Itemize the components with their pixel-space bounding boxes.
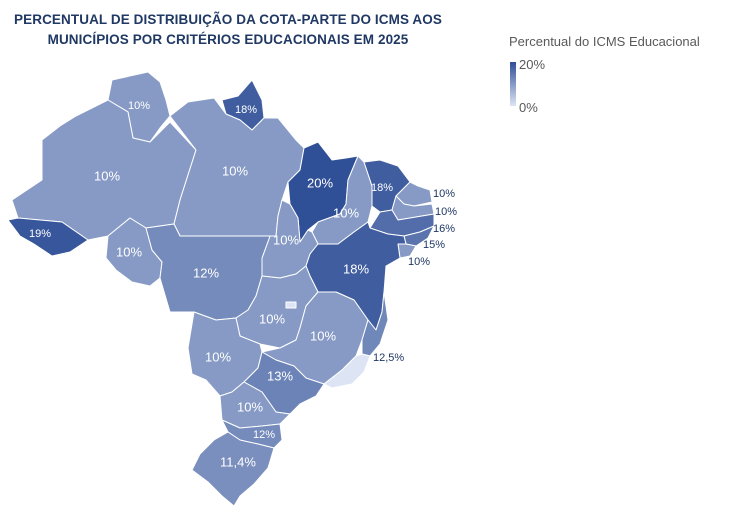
state-label-SC: 12% [253,429,275,441]
state-label-PI: 10% [333,205,359,220]
legend-min-label: 0% [519,100,538,115]
state-label-AM: 10% [94,168,120,183]
state-label-ES: 12,5% [373,352,404,364]
state-label-MS: 10% [205,349,231,364]
state-DF[interactable] [285,301,297,309]
state-label-PA: 10% [222,163,248,178]
state-label-PR: 10% [237,399,263,414]
state-label-AP: 18% [235,104,257,116]
state-label-RS: 11,4% [220,454,256,469]
legend-color-scale [510,62,516,106]
state-ES[interactable] [361,291,389,357]
state-label-RO: 10% [116,244,142,259]
state-label-AL: 15% [423,239,445,251]
state-AC[interactable] [7,217,89,257]
chart-title: PERCENTUAL DE DISTRIBUIÇÃO DA COTA-PARTE… [0,10,456,50]
state-label-TO: 10% [273,232,299,247]
state-label-RN: 10% [433,188,455,200]
state-label-BA: 18% [343,261,369,276]
state-label-PE: 16% [433,223,455,235]
title-line-1: PERCENTUAL DE DISTRIBUIÇÃO DA COTA-PARTE… [14,12,442,27]
state-label-CE: 18% [371,182,393,194]
state-RS[interactable] [191,431,275,507]
state-label-PB: 10% [435,206,457,218]
state-label-SE: 10% [408,256,430,268]
state-label-RR: 10% [128,100,150,112]
state-label-MG: 10% [310,328,336,343]
state-label-SP: 13% [267,368,293,383]
legend-title: Percentual do ICMS Educacional [509,34,700,49]
state-label-GO: 10% [259,311,285,326]
legend-max-label: 20% [519,57,546,72]
state-label-MT: 12% [193,265,219,280]
state-RJ[interactable] [323,353,371,389]
title-line-2: MUNICÍPIOS POR CRITÉRIOS EDUCACIONAIS EM… [47,32,409,47]
state-label-AC: 19% [29,228,51,240]
state-label-MA: 20% [307,175,333,190]
